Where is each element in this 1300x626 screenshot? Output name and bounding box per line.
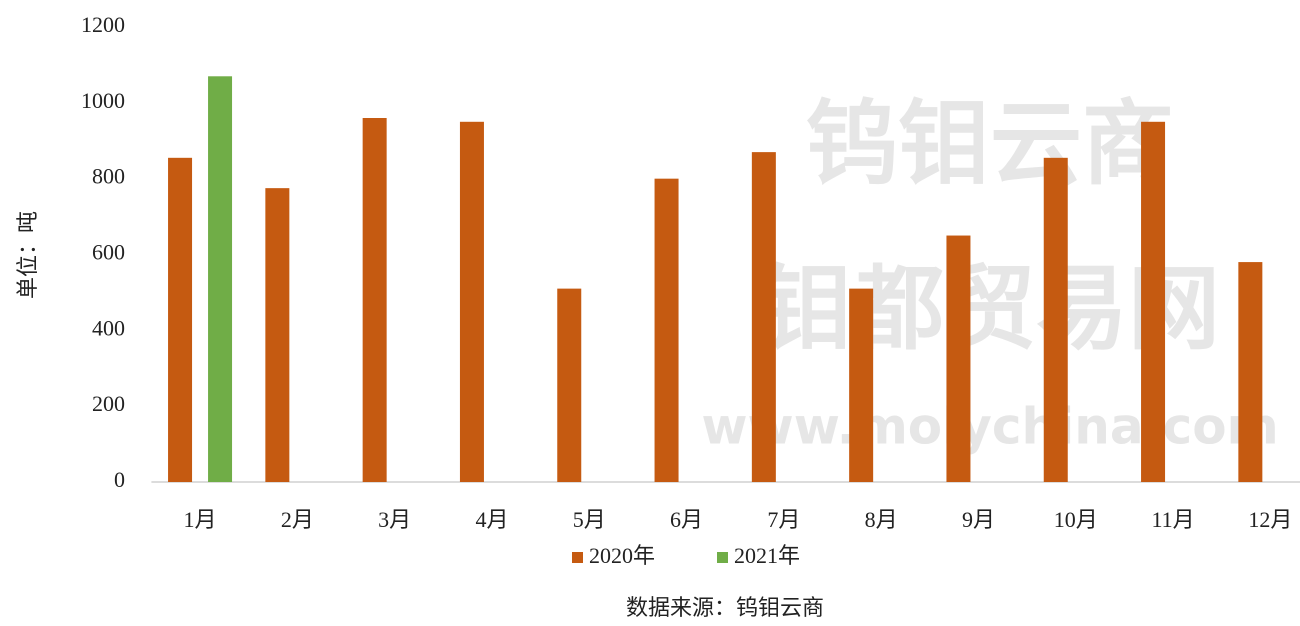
x-tick-label: 9月 [962, 507, 995, 532]
x-tick-label: 1月 [184, 507, 217, 532]
bar [1141, 121, 1166, 483]
y-tick-label: 600 [92, 240, 125, 265]
bar [1238, 262, 1263, 482]
bar [557, 288, 582, 482]
legend-label: 2021年 [734, 543, 800, 568]
y-axis-label: 单位：吨 [15, 211, 40, 299]
y-tick-label: 1200 [81, 12, 125, 37]
bar [654, 178, 679, 482]
bar [362, 118, 387, 482]
x-tick-label: 11月 [1151, 507, 1194, 532]
watermark: www.molychina.com [701, 398, 1278, 456]
y-tick-label: 400 [92, 315, 125, 340]
x-tick-label: 4月 [475, 507, 508, 532]
y-tick-label: 1000 [81, 88, 125, 113]
y-tick-label: 200 [92, 391, 125, 416]
bar [459, 121, 484, 483]
legend-swatch [572, 552, 583, 563]
bar [265, 188, 290, 483]
x-tick-label: 12月 [1248, 507, 1292, 532]
bar [1043, 157, 1068, 482]
y-tick-label: 800 [92, 164, 125, 189]
y-tick-label: 0 [114, 467, 125, 492]
bar [208, 76, 233, 483]
x-tick-label: 5月 [573, 507, 606, 532]
bar [751, 152, 776, 482]
bar [168, 157, 193, 482]
x-tick-label: 7月 [767, 507, 800, 532]
legend-swatch [717, 552, 728, 563]
source: 数据来源：钨钼云商 [626, 595, 824, 620]
x-tick-label: 6月 [670, 507, 703, 532]
bar [849, 288, 874, 482]
legend-label: 2020年 [589, 543, 655, 568]
bar [946, 235, 971, 482]
x-tick-label: 10月 [1054, 507, 1098, 532]
x-tick-label: 3月 [378, 507, 411, 532]
x-tick-label: 8月 [865, 507, 898, 532]
x-tick-label: 2月 [281, 507, 314, 532]
watermark: 钨钼云商 [806, 90, 1174, 197]
